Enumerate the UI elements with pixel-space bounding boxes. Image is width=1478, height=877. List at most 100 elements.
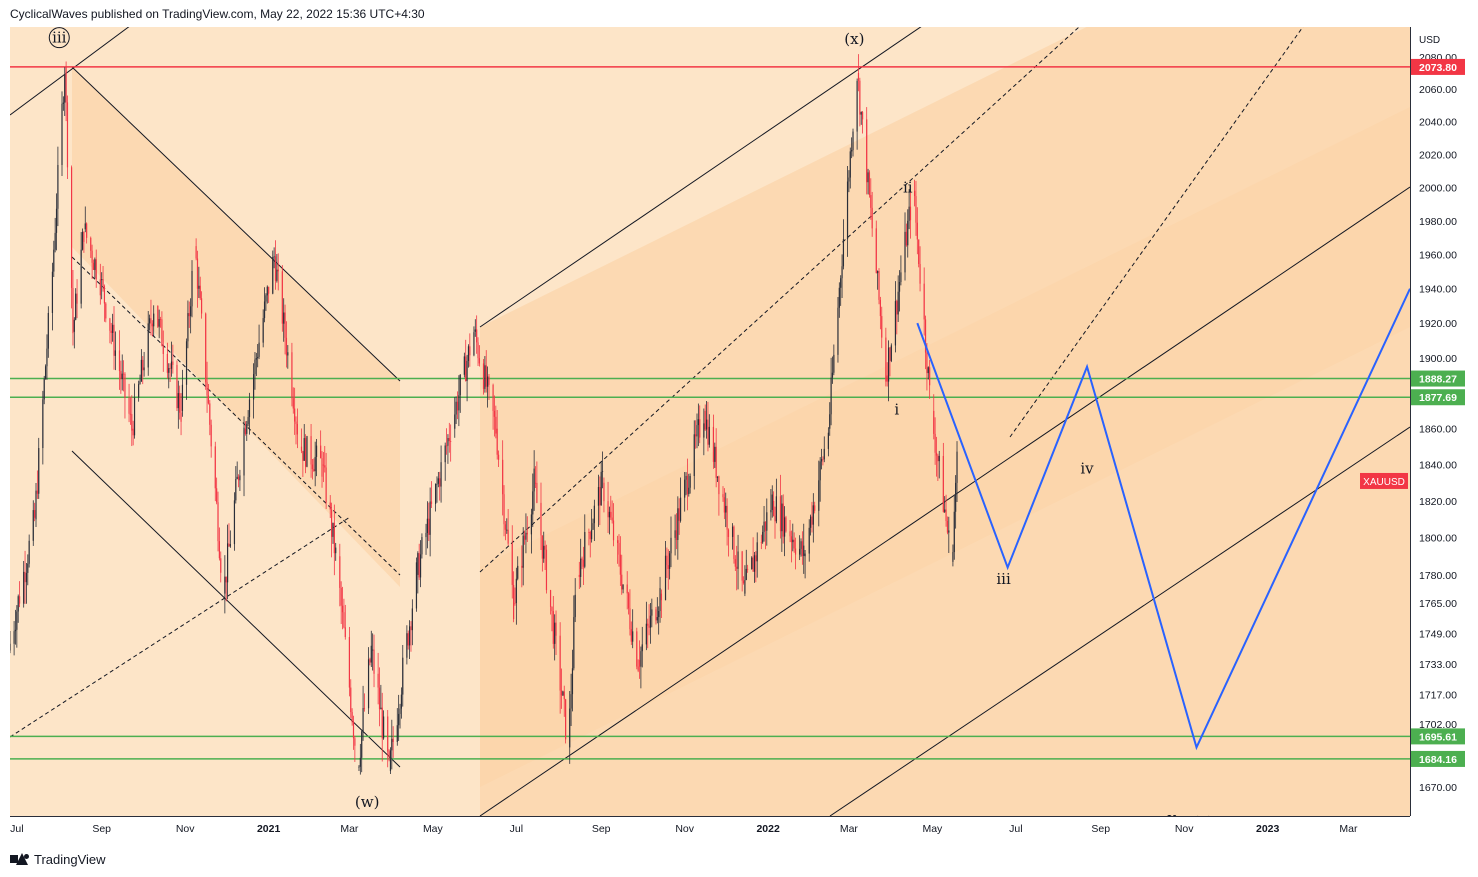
price-tick-label: 1920.00 [1419, 318, 1457, 330]
candle-body [612, 520, 615, 541]
candle-body [70, 167, 73, 288]
candle-body [38, 448, 40, 494]
asc-channel-mid[interactable] [479, 27, 1090, 573]
candle-body [252, 374, 255, 400]
candle-body [265, 295, 267, 302]
candle-body [909, 206, 912, 221]
wave-label-5[interactable]: iii [996, 570, 1011, 588]
level-price-badge[interactable] [1411, 750, 1465, 767]
candle-body [168, 368, 170, 373]
candle-body [428, 518, 430, 535]
candle-body [303, 438, 305, 461]
candle-body [36, 490, 38, 494]
chart-svg[interactable]: iii(w)(x)iiiiiiivv(y)XAUUSD [10, 27, 1410, 816]
candle-body [421, 537, 423, 555]
candle-body [521, 565, 523, 568]
wave-label-8[interactable]: (y) [1193, 813, 1213, 816]
symbol-badge[interactable] [1360, 472, 1408, 489]
level-price-label: 1695.61 [1419, 731, 1457, 743]
footer-brand[interactable]: TradingView [10, 850, 106, 868]
candle-body [435, 483, 437, 504]
candle-body [859, 80, 861, 115]
candle-body [198, 285, 200, 289]
wave-label-4[interactable]: i [894, 400, 899, 418]
candle-body [607, 501, 609, 518]
price-tick-label: 1820.00 [1419, 496, 1457, 508]
candle-body [244, 428, 246, 434]
candle-body [162, 345, 164, 354]
wave-label-3[interactable]: ii [903, 178, 913, 196]
time-axis[interactable]: Jul Sep Nov 2021 Mar May Jul Sep Nov 2022 Mar May Ju… [10, 816, 1410, 843]
desc-channel-upper[interactable] [10, 27, 142, 116]
wave-label-2[interactable]: (x) [844, 30, 864, 48]
candle-body [723, 497, 725, 513]
candle-body [415, 562, 418, 609]
candle-body [610, 511, 612, 518]
candle-body [447, 438, 449, 446]
candle-body [16, 611, 18, 630]
price-tick-label: 1749.00 [1419, 628, 1457, 640]
candle-body [310, 436, 312, 465]
wave-label-7[interactable]: v [1167, 809, 1177, 816]
candle-body [923, 283, 925, 320]
candle-body [410, 626, 412, 631]
candle-body [656, 617, 658, 621]
candle-body [191, 270, 193, 307]
candle-body [396, 725, 398, 742]
asc-channel-mid2[interactable] [1009, 27, 1310, 438]
asc-channel-top[interactable] [479, 27, 950, 328]
desc-channel-diagonal[interactable] [10, 516, 351, 738]
candle-body [502, 459, 504, 495]
candle-body [733, 526, 735, 560]
candle-body [715, 446, 717, 478]
candle-body [94, 259, 96, 270]
elliott-projection-path[interactable] [916, 288, 1410, 751]
candle-body [946, 521, 949, 533]
candle-body [785, 517, 787, 532]
candle-body [684, 479, 686, 498]
candle-body [705, 419, 708, 430]
candle-body [325, 467, 327, 503]
candle-body [239, 475, 241, 481]
candle-body [53, 249, 55, 272]
candle-body [953, 511, 955, 553]
candle-body [333, 522, 335, 554]
level-price-badge[interactable] [1411, 370, 1465, 387]
candle-body [131, 414, 133, 431]
candle-body [645, 623, 647, 645]
candle-body [83, 231, 85, 242]
candle-body [440, 462, 442, 487]
candle-body [388, 751, 390, 757]
candle-body [110, 330, 112, 333]
candle-body [514, 603, 516, 604]
asc-channel-lower[interactable] [829, 426, 1410, 816]
wave-label-0[interactable]: iii [52, 29, 67, 47]
candle-body [945, 509, 947, 522]
candle-body [545, 549, 548, 591]
level-price-badge[interactable] [1411, 389, 1465, 406]
desc-channel-top[interactable] [71, 66, 401, 382]
price-chart[interactable]: iii(w)(x)iiiiiiivv(y)XAUUSD [10, 27, 1410, 816]
candle-body [199, 285, 201, 299]
candle-body [560, 690, 563, 696]
candle-body [842, 239, 845, 267]
wave-label-6[interactable]: iv [1080, 460, 1094, 478]
level-price-badge[interactable] [1411, 728, 1465, 745]
candle-body [886, 375, 888, 382]
desc-channel-mid[interactable] [71, 256, 401, 576]
level-price-badge[interactable] [1411, 58, 1465, 75]
candle-body [383, 716, 385, 739]
candle-body [294, 408, 296, 422]
candle-body [593, 505, 595, 524]
candle-body [246, 424, 248, 434]
candle-body [707, 419, 709, 445]
desc-channel-bottom[interactable] [71, 450, 401, 768]
candle-body [190, 306, 192, 317]
candle-body [659, 588, 661, 612]
price-axis[interactable]: USD 2080.00 2060.00 2040.00 2020.00 2000.00 19… [1410, 27, 1478, 816]
wave-label-1[interactable]: (w) [355, 793, 380, 811]
candle-body [172, 361, 174, 365]
candle-body [703, 423, 705, 438]
candle-body [790, 536, 793, 543]
candle-body [73, 319, 75, 332]
